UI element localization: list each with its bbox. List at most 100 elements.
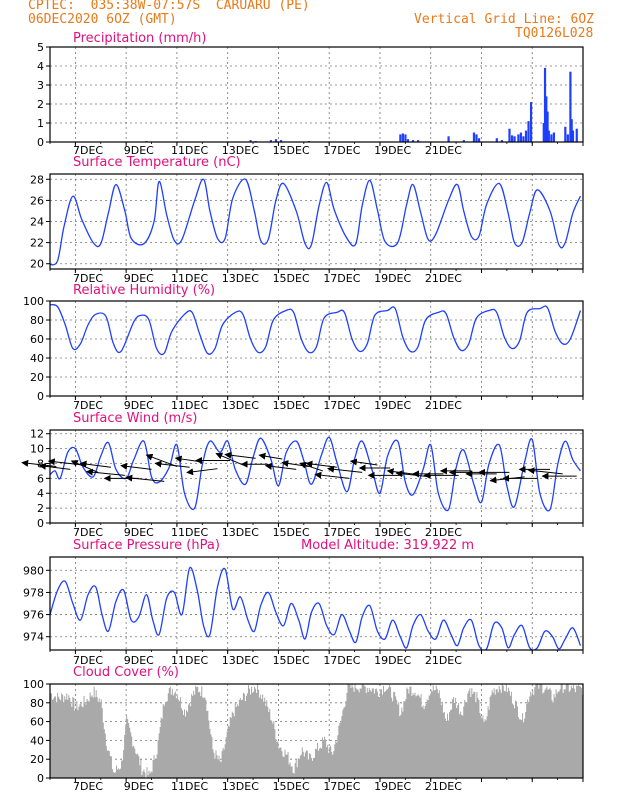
precip-bar (545, 96, 548, 142)
y-tick-label: 100 (23, 295, 44, 308)
precip-bar (269, 140, 273, 142)
wind-vector-arrow (47, 458, 84, 466)
panel-title: Relative Humidity (%) (73, 283, 215, 298)
precip-bar (564, 126, 567, 142)
precip-bar (401, 133, 404, 142)
x-tick-label: 19DEC (374, 526, 411, 539)
precip-bar (472, 132, 476, 142)
y-tick-label: 1 (37, 117, 44, 130)
wind-vector-arrow (349, 458, 378, 466)
x-tick-label: 13DEC (222, 399, 259, 412)
y-tick-label: 22 (30, 237, 44, 250)
plot-frame (49, 300, 584, 397)
x-tick-label: 9DEC (124, 654, 154, 667)
y-tick-label: 60 (30, 716, 44, 729)
y-tick-label: 100 (23, 678, 44, 691)
x-tick-label: 21DEC (425, 272, 462, 285)
precip-bar (517, 134, 520, 142)
wind-vector-arrow (224, 451, 256, 459)
x-tick-label: 7DEC (73, 399, 103, 412)
y-tick-label: 12 (30, 428, 44, 441)
y-tick-label: 980 (23, 564, 44, 577)
precip-bar (546, 111, 549, 142)
precip-bar (508, 128, 511, 142)
header-grid-note: Vertical Grid Line: 6OZ (414, 12, 595, 27)
panel-title: Precipitation (mm/h) (73, 31, 206, 46)
x-tick-label: 17DEC (323, 399, 360, 412)
y-tick-label: 24 (30, 216, 44, 229)
y-tick-label: 20 (30, 753, 44, 766)
wind-vector-arrow (314, 471, 350, 479)
header-code: TQ0126L028 (515, 26, 594, 41)
x-tick-label: 13DEC (222, 526, 259, 539)
temp-series-line (50, 178, 582, 266)
precip-bar (417, 140, 420, 142)
panel-title: Surface Pressure (hPa) (73, 538, 220, 553)
x-tick-label: 13DEC (222, 144, 259, 157)
precip-bar (543, 67, 547, 142)
precip-bar (550, 134, 553, 142)
x-tick-label: 19DEC (374, 654, 411, 667)
precip-bar (519, 132, 523, 142)
y-tick-label: 978 (23, 586, 44, 599)
y-tick-label: 0 (37, 390, 44, 403)
precip-bar (495, 138, 498, 142)
x-tick-label: 21DEC (425, 654, 462, 667)
precip-bar (570, 119, 573, 142)
precip-bar (571, 130, 575, 142)
precip-bar (542, 123, 545, 142)
panel-title: Surface Temperature (nC) (73, 155, 241, 170)
y-tick-label: 2 (37, 502, 44, 515)
y-tick-label: 5 (37, 41, 44, 54)
precip-bar (575, 128, 578, 142)
x-tick-label: 19DEC (374, 399, 411, 412)
x-tick-label: 11DEC (171, 654, 208, 667)
precip-bar (249, 140, 252, 142)
x-tick-label: 19DEC (374, 780, 411, 793)
x-tick-label: 7DEC (73, 272, 103, 285)
precip-bar (500, 140, 503, 142)
x-tick-label: 21DEC (425, 526, 462, 539)
precip-bar (404, 134, 407, 142)
y-tick-label: 976 (23, 609, 44, 622)
precip-bar (529, 102, 533, 142)
pressure-series-line (50, 566, 582, 650)
x-tick-label: 17DEC (323, 526, 360, 539)
precip-bar (477, 138, 481, 142)
y-tick-label: 40 (30, 352, 44, 365)
header-station: CPTEC: 035:38W-07:57S CARUARU (PE) (28, 0, 310, 13)
x-tick-label: 9DEC (124, 399, 154, 412)
x-tick-label: 21DEC (425, 780, 462, 793)
y-tick-label: 6 (37, 472, 44, 485)
wind-vector-arrow (326, 465, 363, 473)
x-tick-label: 9DEC (124, 780, 154, 793)
x-tick-label: 19DEC (374, 144, 411, 157)
x-tick-label: 11DEC (171, 399, 208, 412)
x-tick-label: 21DEC (425, 144, 462, 157)
y-tick-label: 974 (23, 631, 44, 644)
wind-series-line (50, 436, 581, 512)
x-tick-label: 15DEC (273, 272, 310, 285)
wind-vector-arrow (215, 452, 244, 466)
precip-bar (569, 71, 572, 142)
precip-bar (274, 139, 278, 142)
precip-bar (447, 136, 450, 142)
cloud-cover-area (50, 684, 583, 778)
plot-frame (49, 46, 584, 143)
precip-bar (513, 136, 516, 142)
wind-vector-arrow (120, 462, 152, 470)
y-tick-label: 20 (30, 258, 44, 271)
x-tick-label: 15DEC (273, 780, 310, 793)
precip-bar (524, 130, 528, 142)
plot-frame (49, 429, 584, 524)
x-tick-label: 11DEC (171, 526, 208, 539)
x-tick-label: 13DEC (222, 272, 259, 285)
panel-title: Surface Wind (m/s) (73, 411, 197, 426)
plot-frame (49, 683, 584, 779)
y-tick-label: 20 (30, 371, 44, 384)
x-tick-label: 21DEC (425, 399, 462, 412)
y-tick-label: 3 (37, 79, 44, 92)
precip-bar (527, 121, 530, 142)
wind-vector-arrow (186, 468, 218, 476)
wind-vector-arrow (154, 460, 190, 468)
